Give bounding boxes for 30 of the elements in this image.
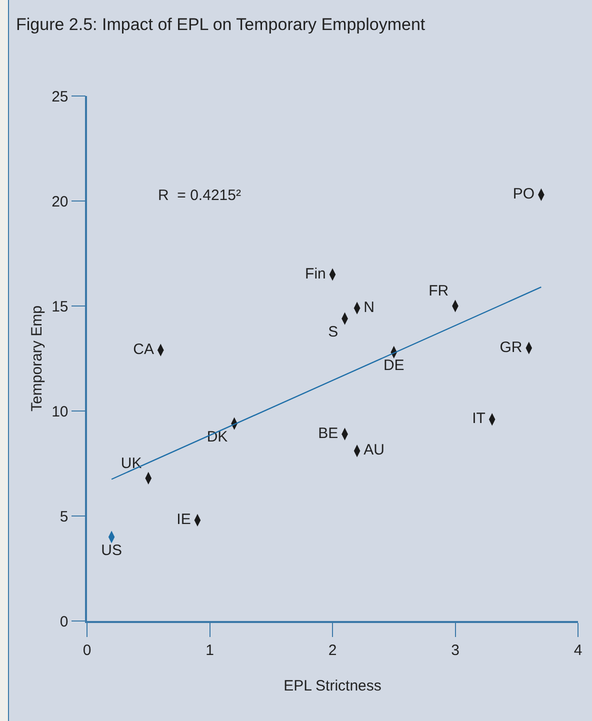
y-tick-label: 20 (52, 193, 68, 210)
x-tick-label: 0 (82, 642, 92, 659)
series-label: Fin (305, 265, 326, 282)
series-label: DK (206, 428, 228, 446)
x-tick-label: 1 (206, 642, 214, 659)
series-label: IE (176, 510, 191, 528)
series-label: DE (383, 357, 404, 374)
y-tick-label: 25 (52, 88, 68, 106)
series-label: IT (472, 410, 486, 428)
x-axis-title: EPL Strictness (284, 677, 382, 694)
series-label: FR (428, 282, 449, 300)
y-tick-label: 5 (60, 508, 68, 526)
series-label: US (101, 542, 122, 559)
x-tick-label: 4 (574, 642, 582, 659)
series-label: AU (364, 442, 385, 459)
series-label: UK (120, 454, 142, 472)
x-tick-label: 2 (328, 642, 337, 659)
x-tick-label: 3 (451, 642, 460, 659)
series-label: CA (133, 340, 154, 358)
y-axis-title: Temporary Emp (28, 306, 46, 412)
series-label: GR (500, 338, 522, 356)
y-tick-label: 15 (52, 298, 68, 316)
series-label: BE (318, 424, 338, 442)
annotation: R = 0.4215² (158, 187, 241, 204)
y-tick-label: 0 (60, 613, 68, 630)
chart-title: Figure 2.5: Impact of EPL on Temporary Empployment (16, 14, 426, 34)
y-tick-label: 10 (52, 403, 68, 420)
series-label: PO (512, 185, 535, 202)
series-label: N (364, 298, 375, 316)
series-label: S (328, 323, 338, 340)
